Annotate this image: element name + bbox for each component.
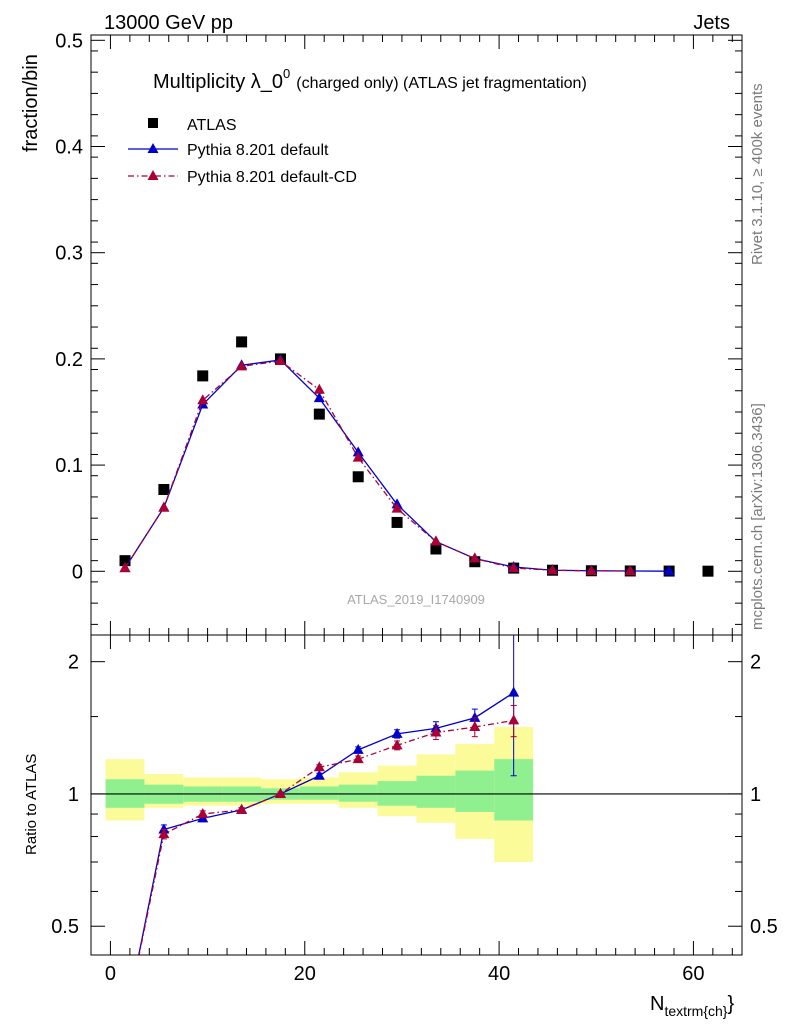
ratio-default-line: [138, 692, 515, 955]
pythia-cd-point: [197, 394, 209, 405]
ratio-cd-point: [508, 714, 520, 725]
ratio-panel: 0.5 0.51 12 20 20 40 60 Ratio to ATLAS Ntextrm…: [23, 634, 778, 1019]
atlas-data-point: [119, 555, 131, 567]
legend-label-atlas: ATLAS: [187, 117, 237, 134]
ratio-frame: [90, 634, 743, 956]
pythia-default-line: [124, 359, 670, 572]
ratio-default-point: [313, 769, 325, 780]
ratio-inner-band: [416, 775, 456, 808]
atlas-data-point: [197, 370, 209, 382]
main-ytick-label: 0.5: [55, 30, 83, 52]
atlas-data-point: [352, 471, 364, 483]
chart-title-main: Multiplicity λ_0: [153, 71, 283, 93]
legend-marker-default: [147, 143, 159, 153]
ratio-ytick-label-right: 2: [750, 652, 761, 674]
main-series-layer: [119, 336, 714, 577]
pythia-cd-point: [158, 501, 170, 512]
ratio-inner-band: [455, 770, 495, 812]
atlas-data-point: [391, 516, 403, 528]
mcplots-label: mcplots.cern.ch [arXiv:1306.3436]: [749, 403, 766, 630]
pythia-cd-point: [508, 562, 520, 573]
x-axis-label: Ntextrm{ch}}: [650, 993, 734, 1019]
main-y-axis-label: fraction/bin: [20, 54, 42, 152]
main-ytick-label: 0.3: [55, 243, 83, 265]
ratio-inner-band: [338, 784, 378, 802]
ratio-cd-point: [391, 739, 403, 750]
ratio-ticks: 0.5 0.51 12 20 20 40 60: [51, 652, 778, 985]
ratio-cd-point: [430, 726, 442, 737]
chart-title: Multiplicity λ_00 (charged only) (ATLAS j…: [153, 66, 587, 93]
ratio-cd-point: [158, 828, 170, 839]
x-tick-label: 60: [682, 963, 704, 985]
legend-marker-cd: [147, 170, 159, 180]
ratio-default-point: [469, 711, 481, 722]
x-axis-label-subscript: textrm{ch}: [664, 1003, 727, 1019]
ratio-inner-band: [299, 786, 339, 800]
x-axis-label-main: N: [650, 993, 664, 1015]
ratio-ytick-label: 0.5: [51, 916, 79, 938]
legend-label-default: Pythia 8.201 default: [187, 142, 329, 159]
ratio-bands-layer: [91, 727, 742, 863]
pythia-cd-point: [236, 360, 248, 371]
ratio-ytick-label-right: 1: [750, 784, 761, 806]
chart-title-superscript: 0: [283, 66, 290, 81]
header-right: Jets: [693, 12, 730, 34]
ratio-ytick-label: 1: [68, 784, 79, 806]
ratio-series-layer: [138, 634, 520, 955]
pythia-cd-point: [274, 355, 286, 366]
ratio-cd-point: [313, 761, 325, 772]
atlas-data-point: [313, 408, 325, 420]
ratio-default-point: [508, 686, 520, 697]
pythia-cd-point: [624, 565, 636, 576]
atlas-data-point: [158, 484, 170, 496]
ratio-cd-point: [274, 787, 286, 798]
pythia-cd-point: [352, 451, 364, 462]
pythia-cd-point: [585, 564, 597, 575]
main-panel: 0 0.1 0.2 0.3 0.4 0.5 fraction/bin Multiplici…: [20, 30, 743, 955]
pythia-cd-point: [547, 564, 559, 575]
pythia-cd-point: [469, 552, 481, 563]
atlas-data-point: [236, 336, 248, 348]
legend-label-cd: Pythia 8.201 default-CD: [187, 169, 357, 186]
ratio-cd-point: [469, 721, 481, 732]
legend: ATLAS Pythia 8.201 default Pythia 8.201 …: [128, 117, 357, 186]
pythia-default-point: [352, 446, 364, 457]
pythia-default-point: [313, 392, 325, 403]
pythia-cd-point: [391, 502, 403, 513]
ratio-cd-point: [197, 808, 209, 819]
pythia-cd-point: [313, 383, 325, 394]
ratio-ytick-label: 2: [68, 652, 79, 674]
analysis-watermark: ATLAS_2019_I1740909: [347, 592, 485, 607]
pythia-cd-line: [124, 360, 631, 572]
pythia-cd-point: [430, 535, 442, 546]
x-tick-label: 20: [294, 963, 316, 985]
chart-title-suffix: (charged only) (ATLAS jet fragmentation): [296, 75, 587, 92]
main-ytick-label: 0.1: [55, 455, 83, 477]
x-tick-label: 40: [488, 963, 510, 985]
x-axis-label-suffix: }: [727, 993, 734, 1015]
x-tick-label: 0: [105, 963, 116, 985]
pythia-default-point: [663, 565, 675, 576]
main-y-ticks: 0 0.1 0.2 0.3 0.4 0.5: [55, 30, 742, 955]
ratio-default-point: [352, 743, 364, 754]
rivet-label: Rivet 3.1.10, ≥ 400k events: [749, 83, 766, 265]
main-ytick-label: 0.2: [55, 349, 83, 371]
atlas-data-point: [430, 543, 442, 555]
header-left: 13000 GeV pp: [104, 12, 233, 34]
ratio-y-axis-label: Ratio to ATLAS: [23, 754, 40, 855]
pythia-cd-point: [119, 562, 131, 573]
ratio-cd-point: [236, 803, 248, 814]
legend-marker-atlas: [148, 118, 158, 128]
main-ytick-label: 0: [72, 561, 83, 583]
ratio-default-point: [391, 727, 403, 738]
ratio-ytick-label-right: 0.5: [750, 916, 778, 938]
atlas-data-point: [702, 565, 714, 577]
main-ytick-label: 0.4: [55, 137, 83, 159]
ratio-cd-point: [352, 753, 364, 764]
